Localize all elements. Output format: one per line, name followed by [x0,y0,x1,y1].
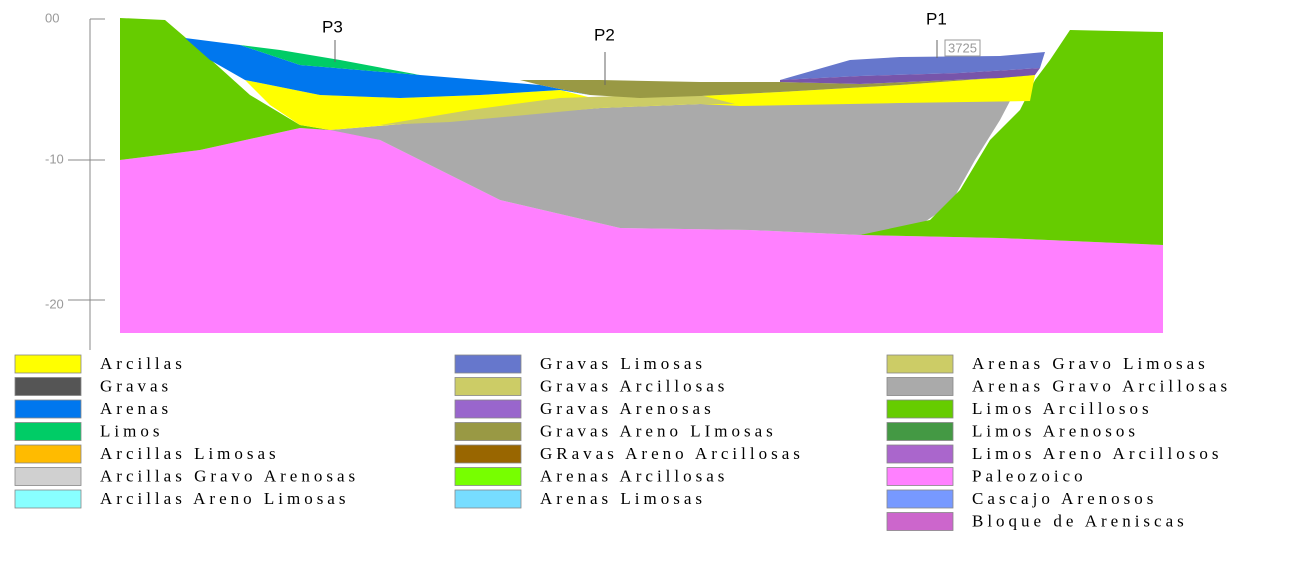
legend-swatch [454,377,522,396]
legend-label: Arenas Gravo Arcillosas [972,376,1231,395]
legend-swatch [14,489,82,509]
legend-swatch [14,422,82,441]
legend-label: Arcillas Areno Limosas [100,489,349,508]
legend-label: Limos [100,421,163,440]
legend-swatch [14,444,82,464]
borehole-label: P3 [322,17,343,36]
borehole-label: P2 [594,25,615,44]
layer-arenas-gravo-limosas [380,95,735,125]
layer-gravas-arenosas [780,68,1040,84]
legend-label: GRavas Areno Arcillosas [540,444,804,463]
legend-swatch [454,399,522,419]
layer-limos [240,45,420,75]
legend-swatch [886,422,954,441]
legend-label: Paleozoico [972,466,1087,485]
legend-label: Limos Areno Arcillosos [972,444,1222,463]
legend-swatch [454,467,522,486]
layer-paleozoico [120,128,1163,333]
legend-label: Arenas Gravo Limosas [972,354,1209,373]
layer-limos-arcillosos-left [120,18,330,160]
legend-swatch [886,377,954,396]
legend-swatch [886,489,954,509]
legend-swatch [454,422,522,441]
layer-arenas [185,38,590,98]
layer-gravas-areno-limosas [520,75,1035,98]
tick-label: -10 [45,151,64,166]
legend-swatch [886,467,954,486]
legend-label: Gravas Limosas [540,354,706,373]
legend-label: Cascajo Arenosos [972,489,1157,508]
legend: Arcillas Gravas Arenas Limos Arcillas Limosa… [14,354,1231,531]
legend-swatch [14,377,82,396]
legend-label: Arenas Arcillosas [540,466,728,485]
legend-swatch [886,512,954,531]
legend-label: Gravas Arcillosas [540,376,728,395]
legend-label: Bloque de Areniscas [972,511,1188,530]
legend-swatch [454,354,522,374]
legend-swatch [14,399,82,419]
legend-swatch [886,444,954,464]
layers [120,18,1163,333]
layer-limos-arcillosos-right [860,30,1163,245]
legend-label: Gravas [100,376,172,395]
legend-label: Arenas Limosas [540,489,706,508]
legend-swatch [14,354,82,374]
legend-swatch [886,399,954,419]
legend-swatch [454,444,522,464]
layer-arenas-gravo-arcillosas [330,101,1010,235]
legend-swatch [454,489,522,509]
legend-label: Gravas Arenosas [540,399,715,418]
borehole-note: 3725 [948,40,977,55]
borehole-label: P1 [926,9,947,28]
legend-label: Arcillas Limosas [100,444,280,463]
tick-label: -20 [45,296,64,311]
legend-label: Limos Arcillosos [972,399,1153,418]
note-box [944,39,981,57]
legend-label: Limos Arenosos [972,421,1139,440]
legend-label: Arenas [100,399,172,418]
legend-label: Arcillas [100,354,186,373]
legend-swatch [886,354,954,374]
legend-swatch [14,467,82,486]
legend-label: Arcillas Gravo Arenosas [100,466,359,485]
layer-gravas-limosas [780,52,1045,80]
tick-label: 00 [45,10,59,25]
legend-label: Gravas Areno LImosas [540,421,777,440]
